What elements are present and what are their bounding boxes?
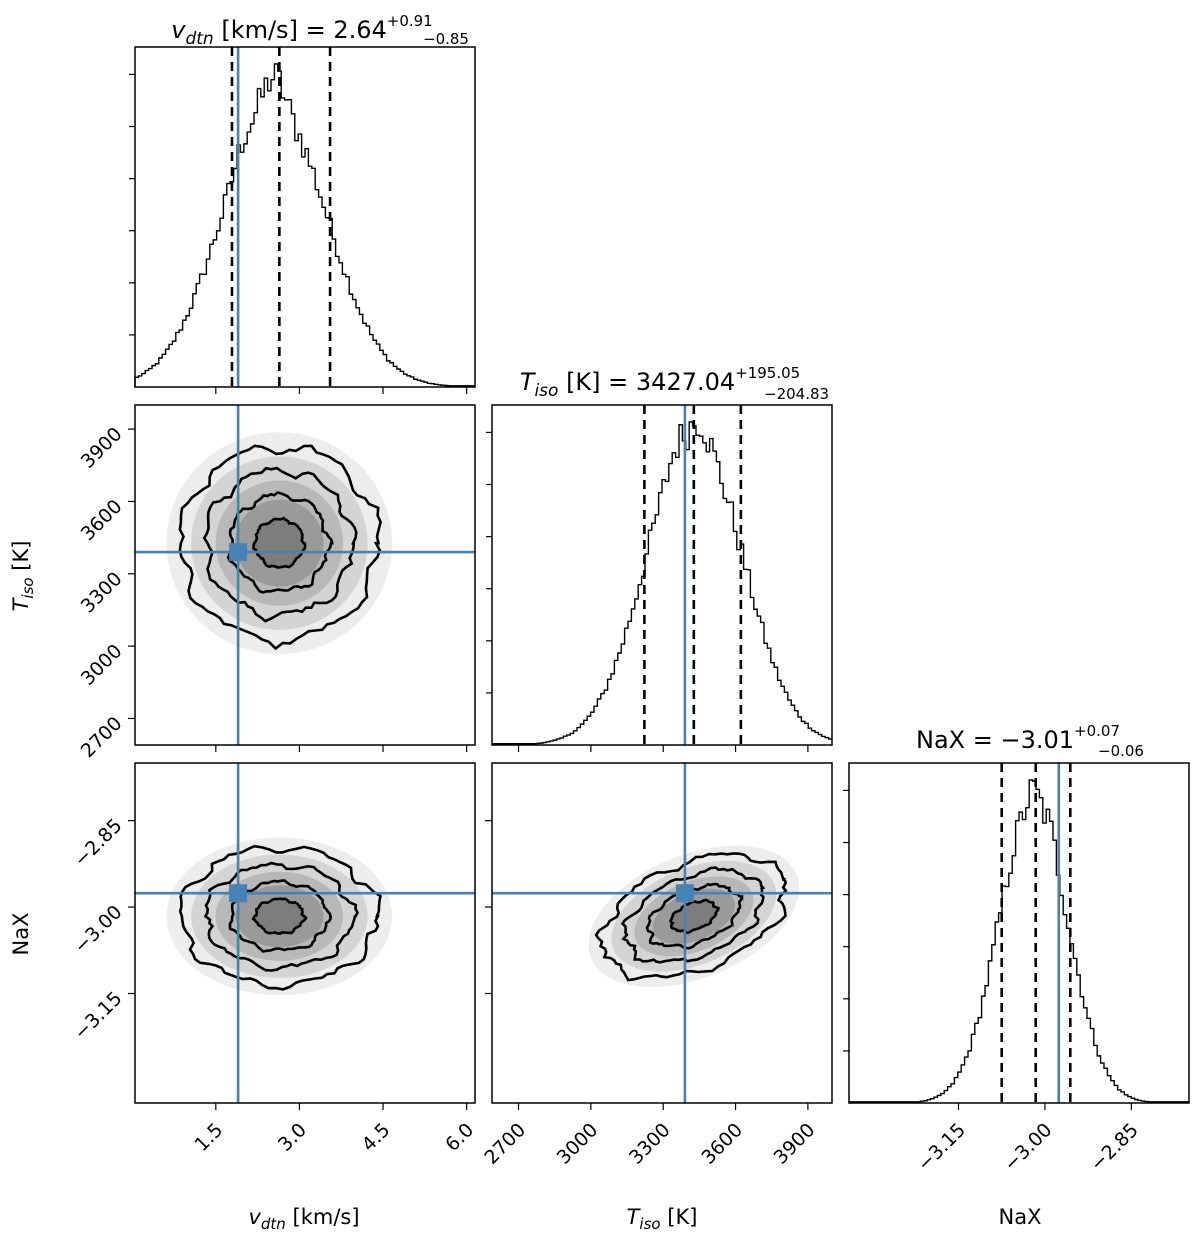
title-tiso-minus: −204.83 [764,385,829,403]
contour-tiso-nax-0 [669,898,721,935]
density-level [215,480,344,606]
histogram-tiso [491,421,832,745]
panel-frame-tiso-nax [491,762,833,1104]
ytick-label-nax: −3.15 [70,987,127,1044]
density-tiso-nax [492,763,832,1103]
xtick-label-vdtn: 6.0 [441,1119,478,1156]
title-vdtn-minus: −0.85 [423,30,469,48]
xtick-label-vdtn: 4.5 [358,1119,395,1156]
contour-vdtn-tiso-3 [178,444,382,651]
truth-marker-vdtn-tiso [229,543,248,562]
ytick-label-tiso: 2700 [77,712,127,762]
panel-frame-nax [848,762,1190,1104]
density-vdtn-nax [135,763,475,1103]
ytick-label-nax: −2.85 [70,815,127,872]
density-level [254,899,304,934]
ylabel-tiso: Tiso [K] [9,541,37,612]
density-level [166,432,393,655]
density-vdtn-tiso [135,405,475,745]
density-level [254,519,304,568]
xlabel-vdtn: vdtn [km/s] [248,1205,359,1233]
title-tiso: Tiso [K] = 3427.04+195.05 [520,364,800,401]
xtick-label-tiso: 3300 [625,1119,675,1169]
histogram-vdtn [134,63,475,387]
panel-frame-vdtn-tiso [134,404,476,746]
contour-vdtn-tiso-1 [226,491,334,594]
contour-tiso-nax-2 [620,866,766,964]
ytick-label-nax: −3.00 [70,901,127,958]
truth-marker-vdtn-nax [229,884,248,903]
ytick-label-tiso: 3900 [77,423,127,473]
ytick-label-tiso: 3000 [77,640,127,690]
histogram-nax [848,779,1189,1103]
xlabel-tiso: Tiso [K] [627,1205,698,1233]
contour-tiso-nax-1 [645,882,744,950]
xtick-label-tiso: 3900 [770,1119,820,1169]
xlabel-nax: NaX [999,1205,1042,1229]
contour-tiso-nax-3 [594,852,788,982]
truth-marker-tiso-nax [675,884,694,903]
ytick-label-tiso: 3300 [77,568,127,618]
ytick-label-tiso: 3600 [77,495,127,545]
xtick-label-tiso: 3600 [697,1119,747,1169]
density-level [634,876,754,957]
xtick-label-tiso: 3000 [553,1119,603,1169]
contour-vdtn-nax-1 [228,879,333,953]
xtick-label-vdtn: 1.5 [190,1119,227,1156]
density-level [588,845,800,988]
ylabel-nax: NaX [9,913,33,956]
density-level [235,885,324,948]
panel-frame-vdtn [134,46,476,388]
contour-vdtn-nax-0 [251,897,308,935]
xtick-label-nax: −2.85 [1086,1119,1143,1176]
contour-vdtn-tiso-2 [202,466,358,623]
contour-vdtn-nax-2 [203,861,359,972]
xtick-label-nax: −3.15 [913,1119,970,1176]
title-nax-minus: −0.06 [1098,742,1144,760]
contour-vdtn-tiso-0 [252,516,307,569]
contour-vdtn-nax-3 [178,844,382,991]
panel-frame-tiso [491,404,833,746]
title-nax: NaX = −3.01+0.07 [916,722,1120,754]
title-vdtn: vdtn [km/s] = 2.64+0.91 [171,12,432,49]
xtick-label-vdtn: 3.0 [274,1119,311,1156]
density-level [191,456,368,630]
xtick-label-nax: −3.00 [1000,1119,1057,1176]
density-level [235,499,324,587]
panel-frame-vdtn-nax [134,762,476,1104]
xtick-label-tiso: 2700 [480,1119,530,1169]
